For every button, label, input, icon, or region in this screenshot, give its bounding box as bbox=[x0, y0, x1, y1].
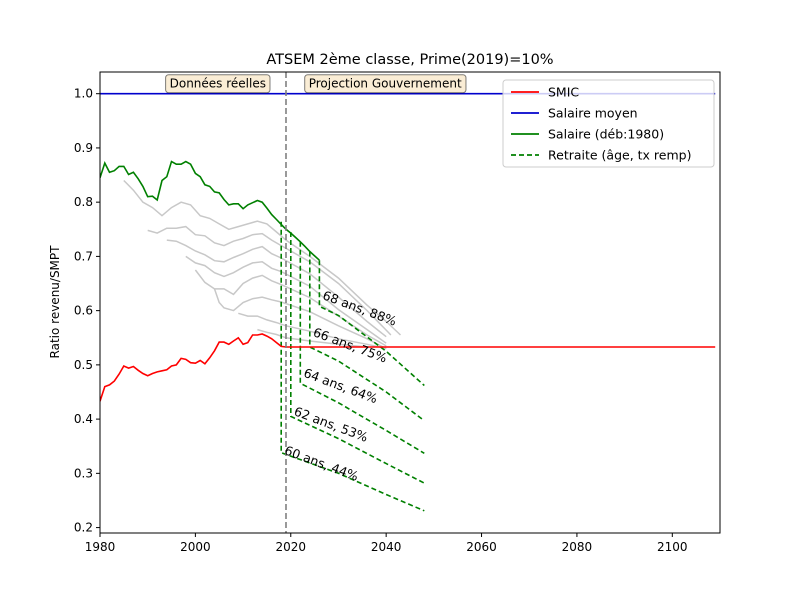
series-line-0 bbox=[100, 333, 716, 402]
legend-box bbox=[502, 79, 715, 168]
series-line-2 bbox=[100, 160, 320, 261]
retirement-curve-3 bbox=[309, 251, 425, 422]
region-label-box-1 bbox=[304, 74, 467, 94]
y-tick-label-7: 0.9 bbox=[74, 141, 93, 155]
region-label-box-0 bbox=[165, 74, 271, 94]
legend-label-2: Salaire (déb:1980) bbox=[548, 127, 664, 142]
legend: SMIC Salaire moyen Salaire (déb:1980) Retra… bbox=[502, 79, 715, 168]
retirement-curve-0 bbox=[280, 221, 425, 512]
x-tick-label-5: 2080 bbox=[562, 540, 593, 554]
legend-label-1: Salaire moyen bbox=[548, 106, 638, 121]
retirement-curve-1 bbox=[290, 232, 425, 484]
retirement-curve-2 bbox=[299, 241, 425, 454]
x-tick-label-1: 2000 bbox=[180, 540, 211, 554]
grey-curve-4 bbox=[194, 269, 387, 347]
retirement-curve-4 bbox=[318, 260, 425, 387]
x-tick-label-3: 2040 bbox=[371, 540, 402, 554]
x-tick-label-0: 1980 bbox=[85, 540, 116, 554]
grey-curve-6 bbox=[238, 312, 387, 350]
legend-label-3: Retraite (âge, tx remp) bbox=[548, 148, 691, 163]
y-tick-label-5: 0.7 bbox=[74, 249, 93, 263]
grey-curve-2 bbox=[166, 239, 387, 338]
y-tick-label-1: 0.3 bbox=[74, 466, 93, 480]
region-label-0: Données réelles bbox=[170, 77, 266, 91]
axes-frame bbox=[99, 71, 721, 534]
y-tick-label-3: 0.5 bbox=[74, 358, 93, 372]
y-axis-label: Ratio revenu/SMPT bbox=[48, 245, 62, 359]
region-label-1: Projection Gouvernement bbox=[309, 77, 462, 91]
chart-title: ATSEM 2ème classe, Prime(2019)=10% bbox=[266, 52, 553, 68]
y-tick-label-6: 0.8 bbox=[74, 195, 93, 209]
y-tick-label-8: 1.0 bbox=[74, 87, 93, 101]
x-tick-label-4: 2060 bbox=[466, 540, 497, 554]
grey-curve-3 bbox=[185, 255, 387, 344]
x-tick-label-6: 2100 bbox=[657, 540, 688, 554]
grey-curve-5 bbox=[213, 288, 387, 350]
y-tick-label-4: 0.6 bbox=[74, 304, 93, 318]
legend-label-0: SMIC bbox=[548, 85, 579, 100]
y-tick-label-2: 0.4 bbox=[74, 412, 93, 426]
x-tick-label-2: 2020 bbox=[275, 540, 306, 554]
y-tick-label-0: 0.2 bbox=[74, 521, 93, 535]
